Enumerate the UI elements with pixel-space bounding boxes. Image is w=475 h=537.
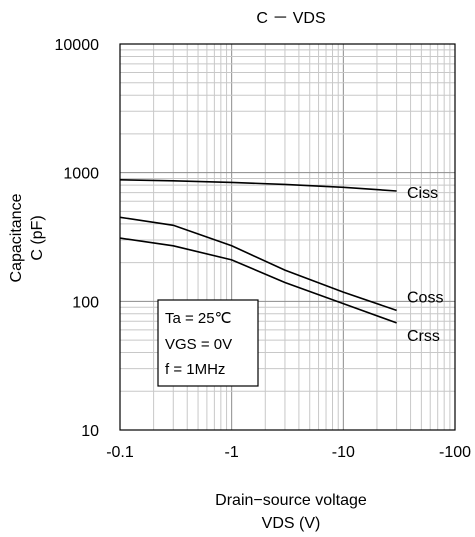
plot-frame	[119, 43, 456, 431]
series-line-coss	[119, 216, 397, 312]
x-tick-label: -1	[225, 444, 239, 461]
tick-labels: -0.1 -1 -10 -100 10 100 1000 10000	[55, 37, 472, 461]
series-curves	[119, 179, 397, 324]
x-axis-label-line1: Drain−source voltage	[215, 492, 367, 509]
conditions-legend-box: Ta = 25℃ VGS = 0V f = 1MHz	[157, 299, 259, 387]
y-tick-label: 10	[81, 423, 99, 440]
series-line-crss	[119, 237, 397, 324]
plot-grid	[120, 44, 455, 430]
y-tick-label: 10000	[55, 37, 100, 54]
series-label-crss: Crss	[407, 328, 440, 345]
x-tick-label: -10	[332, 444, 355, 461]
series-label-coss: Coss	[407, 289, 443, 306]
x-axis-label-line2: VDS (V)	[262, 515, 321, 532]
chart-title: C － VDS	[256, 10, 325, 27]
condition-temperature: Ta = 25℃	[165, 310, 231, 327]
x-tick-label: -0.1	[106, 444, 134, 461]
series-labels: Ciss Coss Crss	[407, 185, 443, 345]
condition-vgs: VGS = 0V	[165, 336, 232, 353]
y-tick-label: 100	[72, 294, 99, 311]
x-tick-label: -100	[439, 444, 471, 461]
series-label-ciss: Ciss	[407, 185, 438, 202]
y-tick-label: 1000	[63, 166, 99, 183]
conditions-box-frame	[157, 299, 259, 387]
y-axis-label-line2: C (pF)	[29, 215, 46, 260]
series-line-ciss	[119, 179, 397, 192]
condition-frequency: f = 1MHz	[165, 361, 225, 378]
y-axis-label-line1: Capacitance	[8, 193, 25, 282]
